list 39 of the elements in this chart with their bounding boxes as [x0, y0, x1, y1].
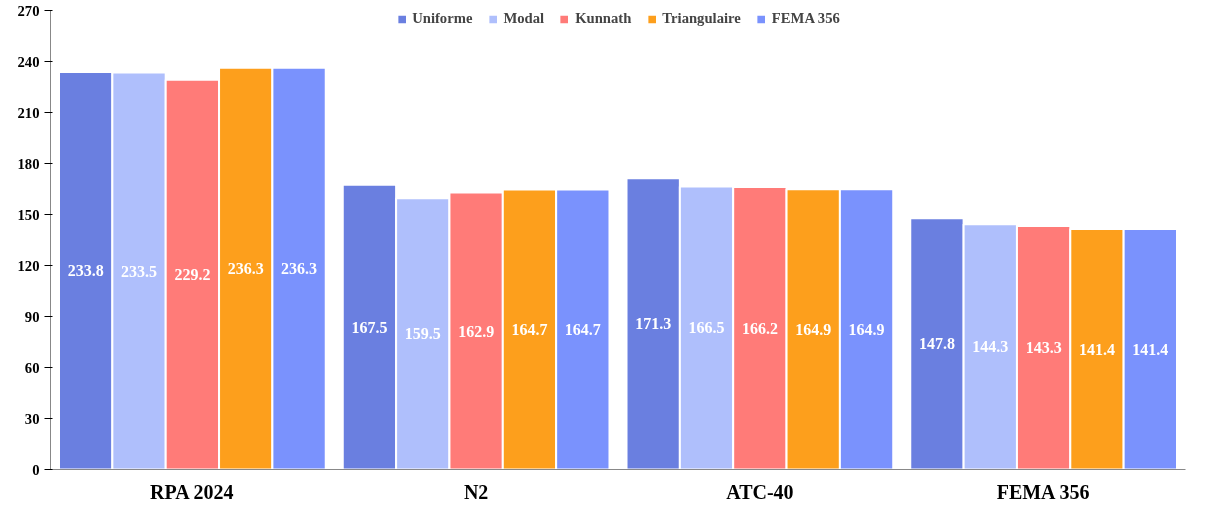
legend-label: Modal: [503, 10, 545, 27]
y-tick-label: 30: [24, 410, 40, 427]
data-label: 141.4: [1078, 340, 1115, 358]
data-label: 143.3: [1025, 339, 1062, 357]
data-label: 162.9: [458, 322, 495, 340]
data-label: 141.4: [1132, 340, 1169, 358]
data-label: 167.5: [351, 318, 388, 336]
data-label: 164.7: [511, 321, 548, 339]
data-label: 166.5: [688, 319, 725, 337]
data-label: 164.9: [795, 320, 832, 338]
data-label: 159.5: [404, 325, 441, 343]
data-label: 147.8: [918, 335, 955, 353]
x-tick-label: ATC-40: [726, 480, 794, 503]
y-tick-label: 150: [17, 206, 40, 223]
y-tick-label: 60: [24, 359, 40, 376]
y-tick-label: 270: [17, 2, 40, 19]
data-label: 171.3: [635, 315, 672, 333]
y-tick-label: 90: [24, 308, 40, 325]
x-tick-label: FEMA 356: [996, 480, 1090, 503]
legend-label: Triangulaire: [662, 10, 741, 27]
legend-label: Kunnath: [575, 10, 632, 27]
data-label: 236.3: [281, 260, 318, 278]
data-label: 233.8: [67, 262, 104, 280]
data-label: 233.5: [121, 262, 158, 280]
legend-label: FEMA 356: [771, 10, 840, 27]
y-tick-label: 120: [17, 257, 40, 274]
data-label: 236.3: [227, 260, 264, 278]
y-tick-label: 180: [17, 155, 40, 172]
y-tick-label: 240: [17, 53, 40, 70]
legend-label: Uniforme: [412, 10, 473, 27]
data-label: 164.9: [848, 320, 885, 338]
x-tick-label: N2: [463, 480, 489, 503]
data-label: 166.2: [741, 319, 778, 337]
data-label: 229.2: [174, 266, 211, 284]
y-tick-label: 210: [17, 104, 40, 121]
x-tick-label: RPA 2024: [150, 480, 234, 503]
data-label: 164.7: [564, 321, 601, 339]
data-label: 144.3: [972, 338, 1009, 356]
y-tick-label: 0: [32, 461, 40, 478]
